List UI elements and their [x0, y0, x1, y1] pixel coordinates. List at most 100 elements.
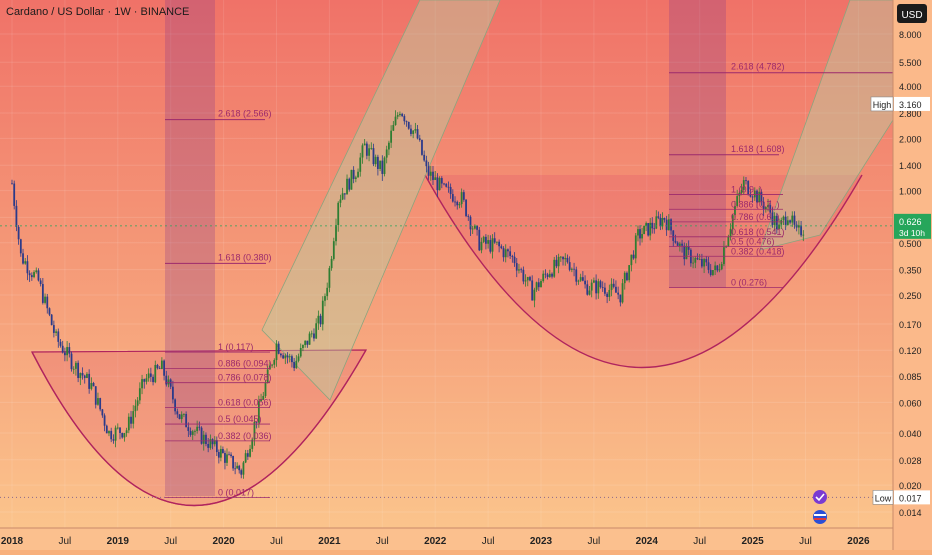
candle-body [11, 183, 13, 185]
candle-body [158, 368, 161, 369]
candle-body [308, 333, 311, 345]
time-axis[interactable] [0, 528, 893, 550]
candle-body [255, 421, 258, 423]
candle-body [28, 273, 31, 276]
flag-icon[interactable] [813, 510, 827, 524]
candle-body [282, 355, 285, 359]
fib-label: 0.618 (0.541) [731, 227, 785, 237]
candle-body [548, 273, 551, 277]
candle-body [306, 340, 309, 345]
candle-body [780, 219, 783, 225]
candle-body [557, 256, 560, 267]
candle-body [784, 216, 787, 225]
candle-body [685, 246, 688, 260]
candle-body [694, 258, 697, 263]
candle-body [183, 413, 185, 415]
candle-body [445, 183, 448, 187]
candle-body [196, 426, 199, 431]
candle-body [720, 264, 723, 270]
fib-label: 0.786 (0.078) [218, 373, 272, 383]
candle-body [59, 341, 62, 346]
candle-body [579, 277, 582, 281]
candle-body [242, 462, 245, 475]
alert-icon[interactable] [813, 490, 827, 504]
currency-badge[interactable] [897, 4, 927, 23]
candle-body [482, 236, 485, 242]
time-label: Jul [693, 536, 706, 547]
candle-body [498, 241, 501, 247]
candle-body [537, 282, 540, 288]
candle-body [304, 340, 307, 346]
candle-body [288, 356, 291, 358]
candle-body [698, 259, 701, 260]
candle-body [705, 259, 708, 263]
candle-body [758, 191, 761, 203]
right-bowl-arc [424, 174, 863, 369]
candle-body [13, 183, 16, 206]
candle-body [619, 294, 622, 303]
candle-body [383, 157, 386, 174]
candle-body [315, 323, 318, 339]
candle-body [119, 427, 121, 434]
candle-body [185, 413, 188, 428]
candle-body [194, 430, 196, 432]
fib-label: 0 (0.017) [218, 487, 254, 497]
candle-body [753, 190, 756, 198]
candle-body [394, 116, 397, 125]
candle-body [264, 382, 267, 396]
candle-body [714, 265, 717, 271]
high-value-tag [894, 96, 930, 111]
candle-body [116, 427, 119, 429]
candle-body [180, 414, 183, 420]
candle-body [392, 124, 395, 131]
candle-body [213, 440, 216, 445]
left-bowl-arc [31, 349, 367, 506]
candle-body [723, 247, 725, 265]
candle-body [504, 249, 507, 258]
price-axis[interactable] [893, 0, 932, 550]
candle-body [511, 256, 514, 257]
candle-body [388, 142, 390, 150]
fib-label: 1.618 (1.608) [731, 144, 785, 154]
candle-body [436, 177, 439, 191]
candle-body [718, 269, 721, 271]
candle-body [797, 225, 800, 228]
candle-body [615, 286, 617, 293]
candle-body [687, 246, 690, 250]
candle-body [800, 225, 802, 236]
candle-body [665, 219, 668, 231]
candle-body [207, 443, 210, 448]
candle-body [736, 196, 739, 206]
candle-body [745, 180, 747, 181]
candle-body [110, 430, 113, 440]
candle-body [612, 283, 615, 287]
candle-body [473, 225, 476, 229]
time-label: Jul [482, 536, 495, 547]
candle-body [407, 122, 410, 129]
candle-body [632, 254, 635, 259]
candle-body [132, 411, 135, 424]
candle-body [540, 281, 542, 288]
candle-body [791, 215, 794, 223]
candle-body [628, 265, 631, 281]
candle-body [24, 261, 27, 264]
candle-body [465, 199, 467, 217]
price-label: 8.000 [899, 30, 922, 40]
right-bowl [425, 175, 862, 368]
candle-body [257, 401, 260, 423]
time-label: 2025 [741, 536, 764, 547]
candle-body [438, 178, 441, 191]
candle-body [368, 148, 370, 156]
candle-body [696, 258, 699, 260]
candle-body [297, 356, 300, 361]
candle-body [319, 315, 322, 325]
candle-body [335, 224, 337, 242]
candle-body [647, 223, 650, 236]
candle-body [94, 386, 97, 405]
price-label: 0.250 [899, 291, 922, 301]
candle-body [205, 434, 207, 444]
candle-body [324, 296, 326, 301]
candle-body [145, 378, 148, 382]
candle-body [143, 379, 146, 382]
